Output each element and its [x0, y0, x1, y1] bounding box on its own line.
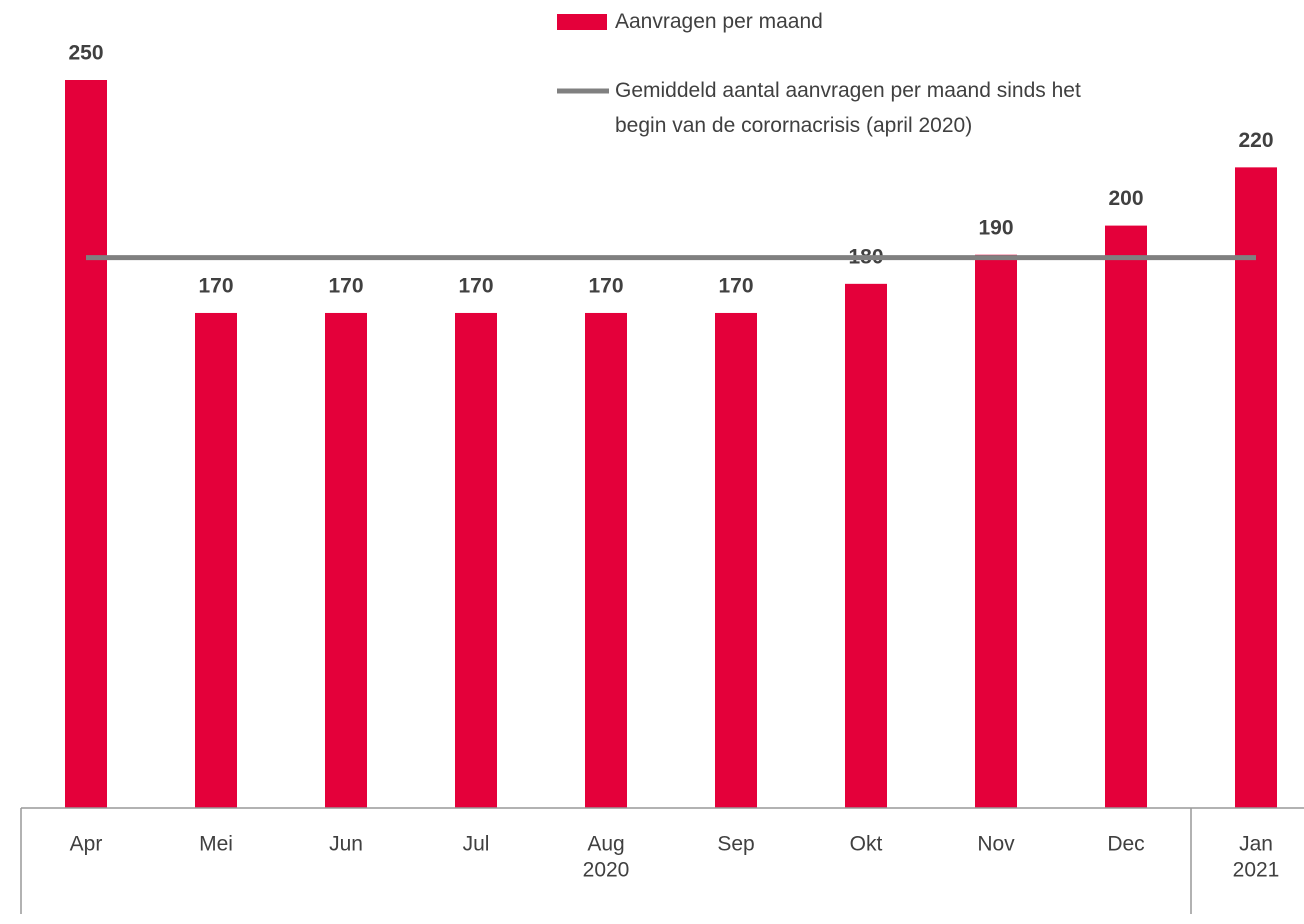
- x-tick-label: Jan: [1239, 833, 1273, 856]
- legend-swatch: [557, 14, 607, 30]
- group-label: 2021: [1233, 859, 1280, 882]
- value-label: 250: [68, 42, 103, 65]
- x-tick-label: Jul: [463, 833, 490, 856]
- x-tick-label: Jun: [329, 833, 363, 856]
- legend-label: Gemiddeld aantal aanvragen per maand sin…: [615, 79, 1081, 137]
- x-tick-label: Mei: [199, 833, 233, 856]
- bar: [325, 312, 367, 808]
- bar: [585, 312, 627, 808]
- value-label: 170: [718, 275, 753, 298]
- value-label: 170: [328, 275, 363, 298]
- bar: [1235, 167, 1277, 809]
- bar: [715, 312, 757, 808]
- x-tick-label: Nov: [977, 833, 1015, 856]
- group-label: 2020: [583, 859, 630, 882]
- bar: [975, 254, 1017, 809]
- x-tick-label: Aug: [587, 833, 624, 856]
- value-label: 190: [978, 216, 1013, 239]
- x-tick-label: Dec: [1107, 833, 1144, 856]
- legend-line: Aanvragen per maand: [615, 10, 823, 33]
- bar: [455, 312, 497, 808]
- value-label: 170: [588, 275, 623, 298]
- x-tick-label: Sep: [717, 833, 754, 856]
- bar: [195, 312, 237, 808]
- legend-line: begin van de corornacrisis (april 2020): [615, 114, 972, 137]
- value-label: 170: [198, 275, 233, 298]
- x-tick-label: Okt: [850, 833, 883, 856]
- bar: [845, 283, 887, 809]
- legend-label: Aanvragen per maand: [615, 10, 823, 33]
- value-label: 220: [1238, 129, 1273, 152]
- bar: [1105, 225, 1147, 809]
- bar: [65, 80, 107, 808]
- legend-line: Gemiddeld aantal aanvragen per maand sin…: [615, 79, 1081, 102]
- value-label: 170: [458, 275, 493, 298]
- x-tick-label: Apr: [70, 833, 103, 856]
- value-label: 200: [1108, 187, 1143, 210]
